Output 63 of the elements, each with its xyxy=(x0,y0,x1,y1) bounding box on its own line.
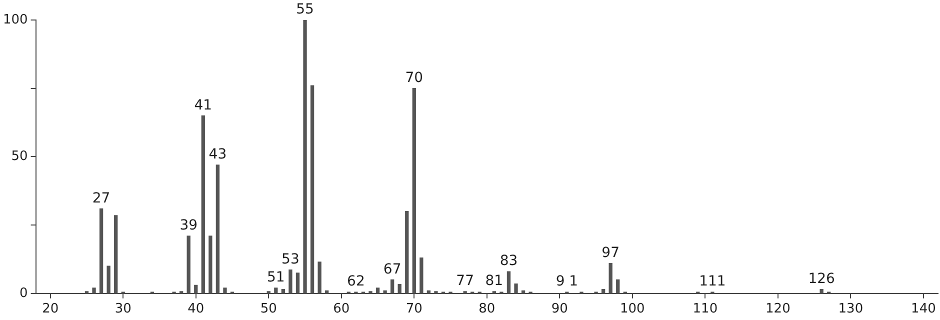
bar xyxy=(405,211,409,294)
annotation: 41 xyxy=(194,97,212,114)
bar xyxy=(194,284,198,294)
annotation: 97 xyxy=(602,244,620,261)
bar xyxy=(616,279,620,294)
x-tick-label: 120 xyxy=(766,302,790,317)
annotation: 39 xyxy=(180,218,198,234)
annotation: 55 xyxy=(296,2,314,18)
annotation: 53 xyxy=(282,252,300,268)
x-tick-label: 70 xyxy=(406,302,422,317)
bar xyxy=(303,20,307,294)
bar xyxy=(310,85,314,294)
x-tick-label: 60 xyxy=(333,302,350,317)
bar xyxy=(420,258,424,294)
bar xyxy=(412,88,416,294)
bar xyxy=(398,284,402,294)
bar xyxy=(390,279,394,294)
bar xyxy=(99,208,104,294)
bar xyxy=(274,288,278,294)
bar xyxy=(106,266,110,294)
bar xyxy=(608,262,612,294)
bar xyxy=(601,288,606,294)
bar xyxy=(208,236,212,294)
bar xyxy=(114,215,118,294)
y-tick-label: 0 xyxy=(20,286,28,301)
y-tick-label: 50 xyxy=(11,149,28,164)
bar xyxy=(296,272,300,294)
bar xyxy=(288,270,292,294)
annotation: 77 xyxy=(456,273,474,290)
x-tick-label: 40 xyxy=(188,302,204,317)
x-tick-label: 100 xyxy=(620,302,645,317)
annotation: 81 xyxy=(485,273,504,290)
bar xyxy=(383,290,387,294)
x-tick-label: 90 xyxy=(551,302,568,317)
x-tick-label: 20 xyxy=(42,302,59,317)
annotation: 70 xyxy=(405,70,424,86)
bar xyxy=(514,284,518,294)
annotation: 126 xyxy=(808,270,836,287)
bar xyxy=(820,288,824,294)
annotation: 51 xyxy=(266,270,285,286)
y-tick-label: 100 xyxy=(2,12,28,28)
bar xyxy=(318,262,322,294)
annotation: 111 xyxy=(699,274,726,290)
bar xyxy=(376,288,380,294)
x-tick-label: 50 xyxy=(260,302,277,317)
bar xyxy=(506,271,511,294)
x-tick-label: 130 xyxy=(838,302,864,317)
annotation: 83 xyxy=(500,253,518,270)
annotation: 27 xyxy=(92,190,110,206)
bar xyxy=(223,288,227,294)
x-tick-label: 80 xyxy=(478,302,496,317)
x-tick-label: 140 xyxy=(911,302,936,317)
bar xyxy=(201,115,205,294)
x-tick-label: 110 xyxy=(692,302,718,317)
bar xyxy=(281,288,286,294)
annotation: 62 xyxy=(347,274,365,290)
annotation: 67 xyxy=(383,261,402,278)
annotation: 43 xyxy=(208,146,227,163)
bar xyxy=(216,164,220,294)
bar xyxy=(186,236,190,294)
x-tick-label: 30 xyxy=(114,302,132,317)
bar xyxy=(92,288,96,294)
annotation: 9 1 xyxy=(556,274,578,290)
